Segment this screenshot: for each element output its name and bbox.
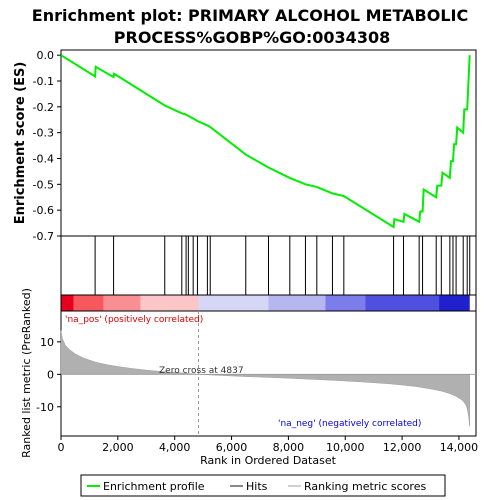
es-y-tick-label: -0.4 [33,153,54,166]
enrichment-panel: 0.0 -0.1 -0.2 -0.3 -0.4 -0.5 -0.6 -0.7 Enrichme… [13,49,477,243]
es-y-tick-label: -0.7 [33,230,54,243]
legend-label-hits: Hits [246,480,268,493]
na-pos-label: 'na_pos' (positively correlated) [65,315,203,325]
legend-box [80,474,446,497]
ranking-color-band [61,295,470,311]
rank-x-tick-label: 0 [58,441,65,454]
legend-label-enrichment-profile: Enrichment profile [103,480,205,493]
rm-y-tick-label: 10 [40,336,54,349]
rank-x-tick-label: 6,000 [216,441,248,454]
color-band-segment [140,295,199,311]
color-band-segment [61,295,74,311]
enrichment-panel-frame [60,49,477,237]
chart-title-line1: Enrichment plot: PRIMARY ALCOHOL METABOL… [32,6,468,25]
es-y-tick-label: -0.3 [33,127,54,140]
ranking-metric-panel: 'na_pos' (positively correlated) Zero cr… [20,288,478,467]
es-y-axis: 0.0 -0.1 -0.2 -0.3 -0.4 -0.5 -0.6 -0.7 [33,49,61,243]
color-band-segment [198,295,269,311]
rank-x-axis-label: Rank in Ordered Dataset [200,454,337,467]
legend: Enrichment profile Hits Ranking metric s… [80,474,446,497]
rank-x-tick-label: 10,000 [326,441,365,454]
ranking-metric-y-axis-label: Ranked list metric (PreRanked) [20,288,33,458]
zero-cross-label: Zero cross at 4837 [159,366,244,376]
chart-title-line2: PROCESS%GOBP%GO:0034308 [114,28,390,47]
color-band-segment [268,295,326,311]
rank-x-tick-label: 8,000 [273,441,305,454]
color-band-segment [325,295,366,311]
rank-x-tick-label: 4,000 [159,441,191,454]
ranking-metric-area [60,330,470,427]
ranking-metric-y-axis: 10 0 -10 [36,336,61,414]
rank-x-axis: 0 2,000 4,000 6,000 8,000 10,000 12,000 14,000 [58,436,479,454]
na-neg-label: 'na_neg' (negatively correlated) [278,419,421,429]
hits-panel [60,235,477,296]
hit-lines [94,236,471,295]
rm-y-tick-label: 0 [47,368,54,381]
es-y-tick-label: -0.1 [33,75,54,88]
color-band-segment [439,295,470,311]
es-y-tick-label: -0.5 [33,178,54,191]
rm-y-tick-label: -10 [36,401,54,414]
es-y-tick-label: 0.0 [37,49,55,62]
color-band-segment [103,295,141,311]
es-y-tick-label: -0.2 [33,101,54,114]
es-y-tick-label: -0.6 [33,204,54,217]
legend-label-ranking-metric-scores: Ranking metric scores [304,480,426,493]
rank-x-tick-label: 2,000 [102,441,134,454]
rank-x-tick-label: 14,000 [440,441,479,454]
rank-x-tick-label: 12,000 [383,441,422,454]
color-band-segment [365,295,440,311]
enrichment-profile-line [60,54,471,229]
es-y-axis-label: Enrichment score (ES) [13,62,28,225]
color-band-segment [73,295,104,311]
